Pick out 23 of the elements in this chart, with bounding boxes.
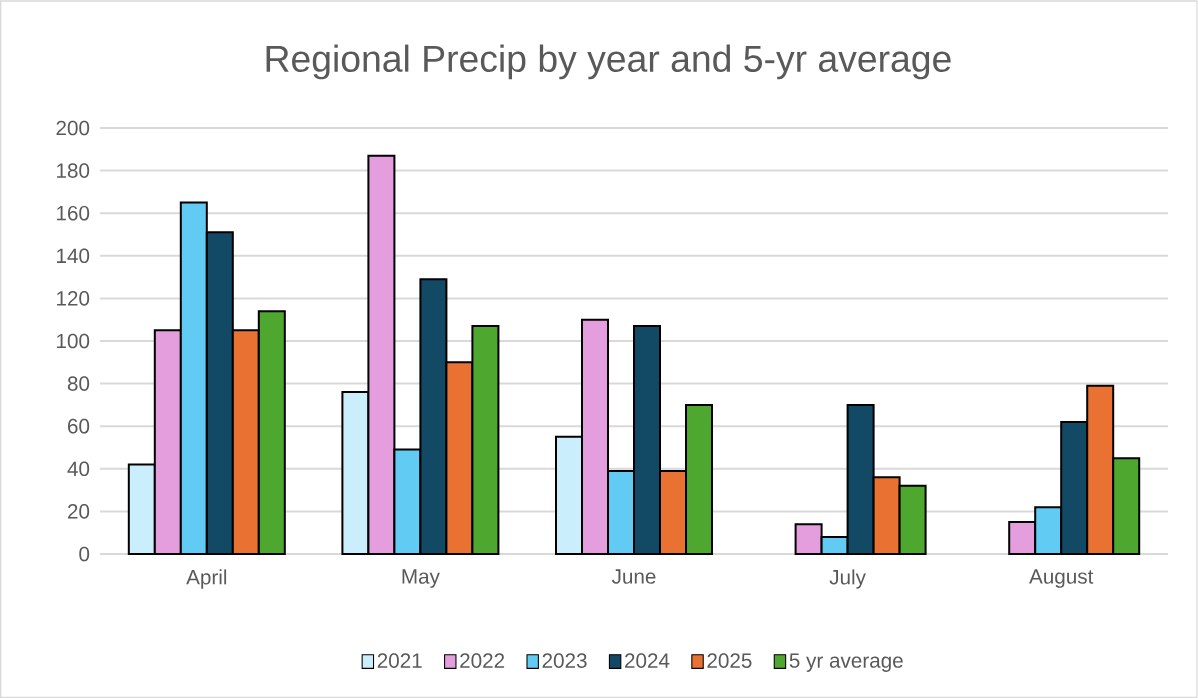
y-tick-label: 120 (57, 291, 90, 306)
y-tick-label: 180 (57, 163, 90, 178)
legend-label: 2024 (625, 653, 670, 668)
y-tick-label: 140 (57, 248, 90, 264)
y-tick-label: 40 (67, 461, 90, 477)
y-tick-label: 20 (68, 504, 90, 519)
y-tick-label: 200 (56, 120, 90, 136)
legend-label: 2025 (707, 653, 752, 668)
x-tick-label: April (186, 569, 227, 589)
legend-label: 5 yr average (789, 653, 903, 672)
y-tick-label: 100 (57, 333, 90, 349)
y-tick-label: 80 (67, 376, 90, 391)
x-tick-label: July (829, 569, 866, 589)
x-tick-label: May (402, 569, 440, 588)
legend-label: 2021 (377, 653, 422, 668)
y-tick-label: 0 (79, 546, 90, 562)
y-tick-label: 60 (68, 418, 90, 434)
legend-label: 2022 (460, 653, 505, 668)
y-tick-label: 160 (57, 205, 90, 221)
x-tick-label: August (1029, 569, 1094, 588)
x-tick-label: June (611, 569, 656, 584)
legend-label: 2023 (542, 653, 587, 668)
chart-title: Regional Precip by year and 5-yr average (266, 44, 951, 80)
